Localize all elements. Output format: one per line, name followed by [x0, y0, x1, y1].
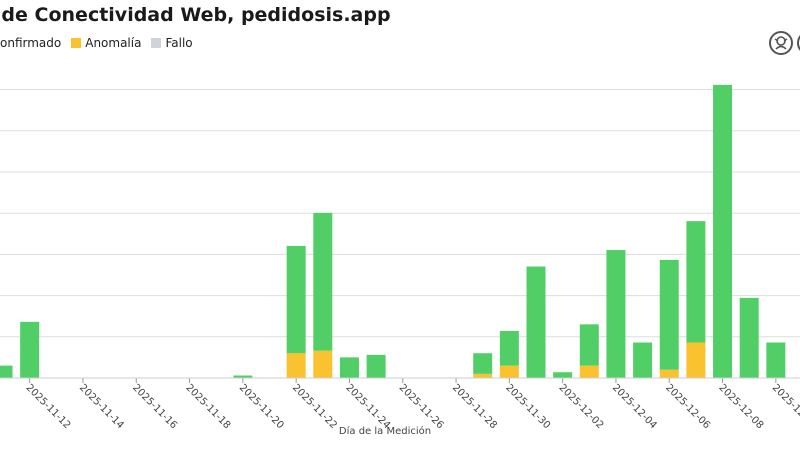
ooni-logo-icon: [769, 31, 793, 55]
x-tick-label: 2025-11-14: [77, 382, 126, 431]
x-tick-label: 2025-12-08: [716, 382, 765, 431]
bar-confirmado[interactable]: [766, 342, 786, 378]
x-tick-label: 2025-12-02: [557, 382, 606, 431]
x-axis-label: Día de la Medición: [339, 425, 431, 437]
bar-confirmado[interactable]: [286, 245, 306, 354]
bar-confirmado[interactable]: [659, 259, 679, 370]
bar-anomalia[interactable]: [313, 350, 333, 378]
x-tick-label: 2025-11-16: [130, 382, 179, 431]
bar-confirmado[interactable]: [713, 84, 733, 378]
legend-label-anomalia: Anomalía: [85, 36, 142, 50]
bar-confirmado[interactable]: [633, 342, 653, 378]
x-tick-label: 2025-11-18: [183, 382, 232, 431]
bar-confirmado[interactable]: [233, 375, 253, 378]
x-tick-label: 2025-11-12: [24, 382, 73, 431]
legend-item-anomalia[interactable]: Anomalía: [71, 36, 141, 50]
x-tick-label: 2025-12-04: [610, 382, 659, 431]
bar-confirmado[interactable]: [739, 297, 759, 378]
legend-item-confirmado[interactable]: onfirmado: [0, 36, 61, 50]
bar-anomalia[interactable]: [659, 369, 679, 378]
x-tick-label: 2025-11-30: [503, 382, 552, 431]
x-tick-label: 2025-11-26: [397, 382, 446, 431]
chart-title: a de Conectividad Web, pedidosis.app: [0, 4, 391, 26]
x-tick-labels: 2025-11-12 2025-11-14 2025-11-16 2025-11-18…: [24, 378, 800, 431]
bar-confirmado[interactable]: [579, 324, 599, 366]
x-tick-label: 2025-11-24: [343, 382, 392, 431]
x-tick-label: 2025-11-22: [290, 382, 339, 431]
bar-confirmado[interactable]: [526, 266, 546, 378]
bar-confirmado[interactable]: [606, 250, 626, 378]
bar-anomalia[interactable]: [473, 373, 493, 378]
bar-confirmado[interactable]: [366, 354, 386, 378]
bar-anomalia[interactable]: [286, 353, 306, 378]
bar-anomalia[interactable]: [686, 342, 706, 378]
grid-lines: [0, 89, 800, 338]
x-tick-label: 2025-12-10: [770, 382, 800, 431]
bar-confirmado[interactable]: [499, 330, 519, 366]
bar-confirmado[interactable]: [686, 221, 706, 343]
bar-confirmado[interactable]: [553, 372, 573, 378]
bar-confirmado[interactable]: [20, 321, 40, 378]
logo-fragment-icon: [797, 35, 800, 51]
bars: [0, 84, 786, 378]
x-tick-label: 2025-12-06: [663, 382, 712, 431]
legend-label-fallo: Fallo: [165, 36, 193, 50]
legend: onfirmado Anomalía Fallo: [0, 36, 203, 50]
legend-label-confirmado: onfirmado: [0, 36, 62, 50]
x-tick-label: 2025-11-28: [450, 382, 499, 431]
bar-confirmado[interactable]: [0, 365, 13, 378]
bar-anomalia[interactable]: [579, 365, 599, 378]
x-tick-label: 2025-11-20: [237, 382, 286, 431]
legend-swatch-fallo: [151, 38, 162, 48]
bar-confirmado[interactable]: [473, 353, 493, 374]
legend-swatch-anomalia: [71, 38, 82, 48]
bar-anomalia[interactable]: [499, 365, 519, 378]
bar-confirmado[interactable]: [313, 212, 333, 351]
bar-confirmado[interactable]: [339, 357, 359, 378]
legend-item-fallo[interactable]: Fallo: [151, 36, 193, 50]
